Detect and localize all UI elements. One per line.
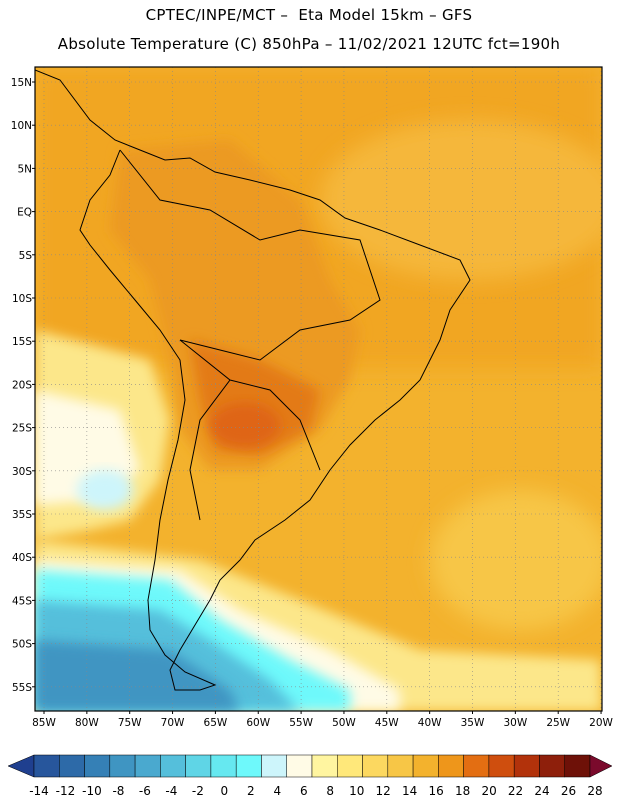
latitude-labels: 15N 10N 5N EQ 5S 10S 15S 20S 25S 30S 35S 40S 45S 50S 5… xyxy=(11,77,35,694)
colorbar-cell xyxy=(311,754,338,778)
colorbar-tick-label: 2 xyxy=(247,784,255,798)
colorbar-cell xyxy=(286,754,313,778)
lat-label: 5S xyxy=(19,250,33,262)
colorbar-tick-label: -6 xyxy=(139,784,151,798)
colorbar-tick-label: 0 xyxy=(221,784,229,798)
colorbar-cell xyxy=(539,754,565,778)
lat-label: 5N xyxy=(17,163,32,175)
lat-label: 40S xyxy=(12,552,32,564)
lat-label: 50S xyxy=(12,639,32,651)
graticule xyxy=(35,67,602,711)
colorbar-tick-label: -4 xyxy=(165,784,177,798)
lon-label: 30W xyxy=(503,717,527,729)
colorbar-tick-label: 24 xyxy=(534,784,549,798)
colorbar-cell xyxy=(488,754,515,778)
lat-label: 10N xyxy=(11,120,32,132)
colorbar-tick-label: 16 xyxy=(429,784,444,798)
colorbar-cell xyxy=(33,754,60,778)
colorbar-tick-label: 10 xyxy=(349,784,364,798)
lat-label: 15N xyxy=(11,77,32,89)
lat-label: 55S xyxy=(12,682,32,694)
colorbar-tick-label: 18 xyxy=(455,784,470,798)
lat-label: 20S xyxy=(12,379,32,391)
colorbar-cell xyxy=(160,754,186,778)
lon-label: 65W xyxy=(204,717,228,729)
lat-label: 35S xyxy=(12,509,32,521)
lat-label: EQ xyxy=(17,207,32,219)
colorbar-cell xyxy=(235,754,262,778)
colorbar-tick-label: 14 xyxy=(402,784,417,798)
colorbar-tick-label: -10 xyxy=(82,784,102,798)
colorbar-cell xyxy=(134,754,161,778)
colorbar-cell xyxy=(210,754,237,778)
colorbar-tick-label: 12 xyxy=(376,784,391,798)
colorbar-cell xyxy=(109,754,136,778)
lon-label: 40W xyxy=(418,717,442,729)
colorbar-tick-label: 6 xyxy=(300,784,308,798)
lon-label: 70W xyxy=(161,717,185,729)
colorbar-tick-label: 4 xyxy=(273,784,281,798)
lon-label: 85W xyxy=(32,717,56,729)
lon-label: 20W xyxy=(589,717,613,729)
lon-label: 25W xyxy=(546,717,570,729)
lon-label: 75W xyxy=(118,717,142,729)
colorbar-arrow-high xyxy=(589,754,613,778)
lon-label: 45W xyxy=(375,717,399,729)
colorbar-arrow-low xyxy=(7,754,35,778)
map-subtitle: Absolute Temperature (C) 850hPa – 11/02/… xyxy=(57,35,561,53)
colorbar-cell xyxy=(412,754,439,778)
colorbar-cell xyxy=(362,754,389,778)
colorbar-tick-label: 28 xyxy=(587,784,602,798)
lat-label: 10S xyxy=(12,293,32,305)
colorbar-tick-label: 22 xyxy=(508,784,523,798)
colorbar-cell xyxy=(513,754,540,778)
coastline xyxy=(35,69,471,691)
colorbar-cell xyxy=(185,754,212,778)
colorbar-cell xyxy=(463,754,490,778)
colorbar-cell xyxy=(337,754,363,778)
colorbar-tick-label: 8 xyxy=(326,784,334,798)
colorbar-cell xyxy=(438,754,464,778)
colorbar-tick-label: 20 xyxy=(481,784,496,798)
lat-label: 25S xyxy=(12,423,32,435)
lat-label: 45S xyxy=(12,595,32,607)
lon-label: 80W xyxy=(75,717,99,729)
lon-label: 55W xyxy=(289,717,313,729)
colorbar-tick-label: -12 xyxy=(56,784,76,798)
lon-label: 35W xyxy=(461,717,485,729)
colorbar-cell xyxy=(387,754,414,778)
colorbar-cell xyxy=(564,754,591,778)
colorbar-cell xyxy=(261,754,287,778)
map-title: CPTEC/INPE/MCT – Eta Model 15km – GFS xyxy=(145,6,473,24)
lat-label: 15S xyxy=(12,336,32,348)
lon-label: 60W xyxy=(246,717,270,729)
colorbar-tick-label: -14 xyxy=(29,784,49,798)
longitude-labels: 85W 80W 75W 70W 65W 60W 55W 50W 45W 40W 35W 30W 25W 2… xyxy=(32,711,614,729)
colorbar-tick-label: -8 xyxy=(112,784,124,798)
colorbar-cell xyxy=(84,754,111,778)
colorbar-tick-label: -2 xyxy=(192,784,204,798)
lat-label: 30S xyxy=(12,466,32,478)
colorbar-tick-label: 26 xyxy=(561,784,576,798)
lon-label: 50W xyxy=(332,717,356,729)
colorbar-cell xyxy=(59,754,85,778)
